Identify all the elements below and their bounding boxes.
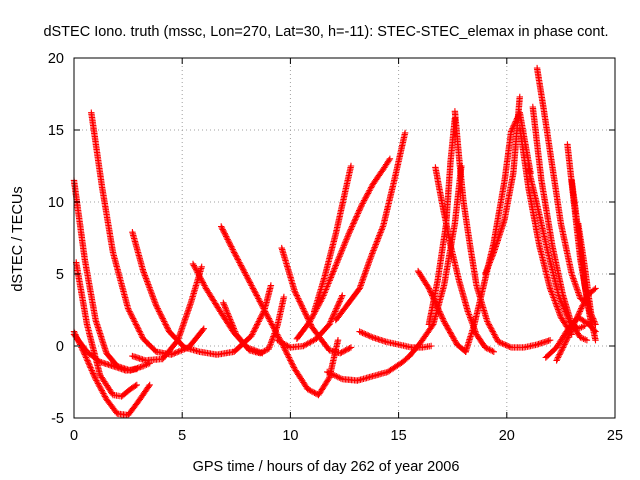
x-tick-label: 10 (282, 428, 298, 444)
series-3-points (70, 328, 153, 419)
series-14 (311, 162, 355, 315)
y-axis-label: dSTEC / TECUs (10, 186, 26, 291)
series-5-points (88, 109, 207, 358)
series-15 (332, 129, 409, 324)
series-6 (129, 229, 275, 358)
series-27 (529, 103, 591, 344)
series-6-points (129, 229, 275, 358)
series-18 (406, 162, 465, 360)
x-axis-label: GPS time / hours of day 262 of year 2006 (193, 459, 460, 475)
series-21-points (425, 115, 459, 328)
series-18-points (406, 162, 465, 360)
series-21 (425, 115, 459, 328)
series-3 (70, 328, 153, 419)
series-7 (129, 263, 205, 364)
y-tick-label: 20 (48, 51, 64, 67)
series-16-points (324, 352, 413, 384)
chart-title: dSTEC Iono. truth (mssc, Lon=270, Lat=30… (43, 24, 608, 40)
series-14-points (311, 162, 355, 315)
series-12 (274, 292, 346, 351)
series-12-points (274, 292, 346, 351)
series-15-points (332, 129, 409, 324)
series-25 (516, 123, 575, 338)
series-33-points (542, 314, 599, 361)
y-tick-label: 10 (48, 195, 64, 211)
series-28-points (533, 64, 591, 306)
series-31 (575, 220, 599, 328)
series-13-points (293, 155, 394, 342)
x-tick-label: 15 (391, 428, 407, 444)
series-33 (542, 314, 599, 361)
series-5 (88, 109, 207, 358)
plot-marks (70, 64, 599, 419)
series-2-points (73, 259, 140, 400)
x-tick-label: 20 (499, 428, 515, 444)
series-24-points (482, 93, 523, 278)
series-13 (293, 155, 394, 342)
series-2 (73, 259, 140, 400)
x-tick-label: 25 (607, 428, 623, 444)
series-25-points (516, 123, 575, 338)
x-tick-label: 0 (70, 428, 78, 444)
series-31-points (575, 220, 599, 328)
y-tick-label: 5 (56, 267, 64, 283)
series-27-points (529, 103, 591, 344)
series-7-points (129, 263, 205, 364)
y-tick-label: 0 (56, 339, 64, 355)
series-10-points (220, 293, 288, 357)
series-28 (533, 64, 591, 306)
plot-frame (73, 57, 616, 419)
series-24 (482, 93, 523, 278)
y-tick-label: -5 (51, 411, 64, 427)
y-tick-label: 15 (48, 123, 64, 139)
series-10 (220, 293, 288, 357)
series-16 (324, 352, 413, 384)
axis-ticks: 0 5 10 15 20 25 -5 0 5 10 15 20 (48, 51, 623, 444)
x-tick-label: 5 (178, 428, 186, 444)
